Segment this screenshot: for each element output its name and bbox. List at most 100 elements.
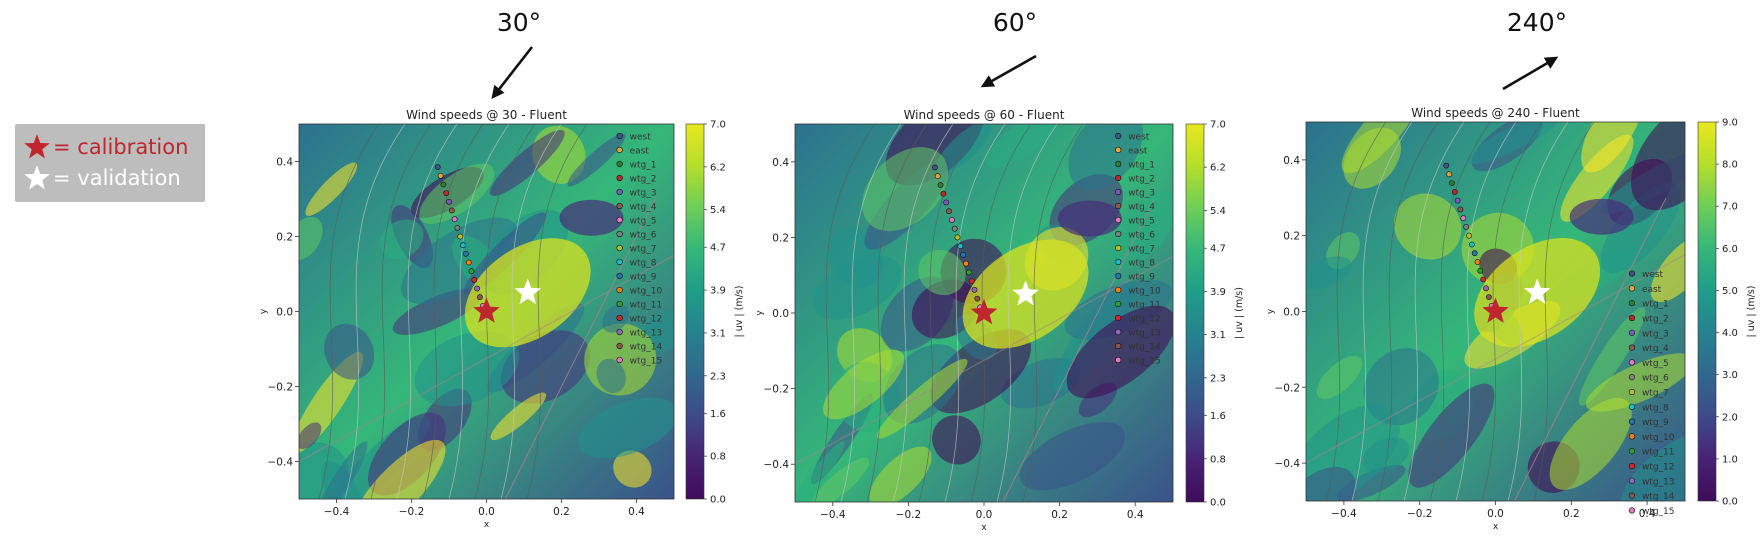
- station-legend-marker: [616, 174, 623, 182]
- station-legend-label: wtg_14: [1128, 343, 1161, 353]
- station-legend-label: wtg_12: [630, 315, 663, 325]
- station-legend-marker: [616, 356, 623, 364]
- station-legend-marker: [1115, 314, 1122, 322]
- station-legend-label: wtg_2: [1128, 175, 1155, 185]
- station-marker: [468, 268, 475, 275]
- station-legend: west east wtg_1 wtg_2 wtg_3 wtg_4 wtg_5 wtg_6wt…: [1115, 133, 1161, 367]
- station-marker: [954, 234, 961, 241]
- validation-star: [514, 278, 542, 305]
- wind-direction-arrow: [980, 54, 1037, 88]
- x-tick-label: −0.2: [1407, 508, 1433, 520]
- station-legend-label: wtg_12: [1642, 463, 1675, 473]
- x-tick-label: −0.2: [399, 506, 425, 518]
- station-legend-marker: [616, 202, 623, 210]
- colorbar: [1697, 121, 1717, 502]
- colorbar-tick-label: 4.0: [1722, 328, 1738, 339]
- station-legend-marker: [616, 146, 623, 154]
- y-axis-label: y: [1266, 308, 1276, 314]
- x-tick-label: 0.4: [1127, 509, 1144, 521]
- station-legend-marker: [1628, 374, 1636, 381]
- y-tick-label: 0.4: [772, 157, 789, 169]
- station-marker: [471, 276, 478, 283]
- x-axis-label: x: [484, 520, 490, 530]
- station-marker: [448, 207, 455, 214]
- station-marker: [957, 243, 964, 249]
- x-tick-label: 0.2: [1563, 508, 1580, 520]
- x-tick-label: −0.4: [324, 506, 350, 518]
- colorbar-tick-label: 8.0: [1722, 160, 1738, 171]
- station-marker: [1454, 197, 1461, 204]
- station-marker: [940, 190, 947, 197]
- station-legend-label: east: [1128, 147, 1148, 157]
- colorbar-tick-label: 6.2: [1210, 163, 1226, 174]
- colorbar-tick-label: 1.6: [710, 409, 726, 420]
- y-tick-label: −0.4: [764, 459, 790, 471]
- station-marker: [1468, 241, 1475, 248]
- legend-calibration: = calibration: [23, 132, 188, 162]
- station-legend-marker: [616, 272, 623, 280]
- station-marker: [1466, 232, 1472, 239]
- station-legend-label: wtg_4: [1128, 203, 1155, 213]
- station-legend-label: wtg_7: [1642, 389, 1669, 399]
- colorbar-tick-label: 3.1: [1210, 330, 1226, 341]
- station-legend-marker: [1628, 388, 1636, 396]
- station-marker: [1463, 223, 1469, 230]
- station-legend-marker: [616, 244, 623, 252]
- x-tick-label: −0.4: [1331, 508, 1357, 520]
- wind-speed-field: [1306, 122, 1685, 501]
- colorbar-tick-label: 2.3: [710, 371, 726, 382]
- station-marker: [460, 242, 466, 249]
- station-legend: west east wtg_1 wtg_2 wtg_3 wtg_4 wtg_5 wtg_6wt…: [616, 133, 663, 367]
- station-legend-marker: [616, 342, 623, 350]
- station-legend-marker: [1628, 314, 1636, 322]
- station-legend-marker: [1628, 477, 1636, 484]
- station-marker: [1457, 206, 1464, 213]
- station-marker: [457, 233, 464, 240]
- station-legend-marker: [1115, 188, 1122, 196]
- station-marker: [1480, 276, 1487, 283]
- y-tick-label: 0.4: [276, 157, 293, 169]
- station-legend-label: west: [1128, 133, 1150, 143]
- y-tick-label: 0.0: [1283, 307, 1300, 319]
- y-tick-label: −0.4: [1275, 458, 1301, 470]
- station-legend-label: wtg_8: [630, 259, 657, 269]
- station-legend-label: west: [630, 133, 652, 143]
- colorbar-tick-label: 0.8: [710, 452, 726, 463]
- station-legend-label: wtg_10: [1128, 287, 1161, 297]
- x-tick-label: 0.2: [1051, 509, 1068, 521]
- station-legend-marker: [616, 328, 623, 336]
- legend-calibration-label: = calibration: [53, 135, 189, 159]
- colorbar-tick-label: 1.0: [1722, 454, 1738, 465]
- station-legend-marker: [1628, 344, 1636, 351]
- station-marker: [974, 295, 981, 302]
- station-legend-label: wtg_11: [1128, 301, 1161, 311]
- station-marker: [934, 173, 941, 180]
- calibration-star: [1482, 297, 1509, 323]
- station-legend-label: wtg_8: [1128, 259, 1155, 269]
- station-marker: [434, 164, 441, 170]
- station-legend-marker: [1115, 202, 1122, 210]
- station-marker: [949, 216, 955, 223]
- station-legend-marker: [1115, 300, 1122, 308]
- x-tick-label: 0.0: [1487, 508, 1504, 520]
- station-legend-label: east: [1642, 285, 1662, 295]
- station-legend-marker: [616, 314, 623, 322]
- x-tick-label: 0.0: [976, 509, 993, 521]
- colorbar-tick-label: 2.0: [1722, 412, 1738, 423]
- station-legend-marker: [1628, 300, 1636, 307]
- station-legend-label: wtg_12: [1128, 315, 1161, 325]
- station-marker: [437, 172, 444, 179]
- station-legend-marker: [1115, 286, 1122, 294]
- colorbar-tick-label: 7.0: [1210, 120, 1226, 131]
- y-tick-label: 0.0: [772, 308, 789, 320]
- station-legend-marker: [1115, 160, 1122, 168]
- station-marker: [971, 286, 978, 293]
- x-tick-label: −0.2: [896, 509, 922, 521]
- calibration-star: [970, 299, 998, 325]
- colorbar-tick-label: 4.7: [710, 243, 726, 254]
- colorbar-tick-label: 3.9: [1210, 287, 1226, 298]
- station-legend-marker: [616, 160, 623, 168]
- x-tick-label: 0.2: [553, 506, 570, 518]
- station-legend-label: wtg_1: [630, 161, 657, 171]
- y-tick-label: 0.2: [1283, 231, 1300, 243]
